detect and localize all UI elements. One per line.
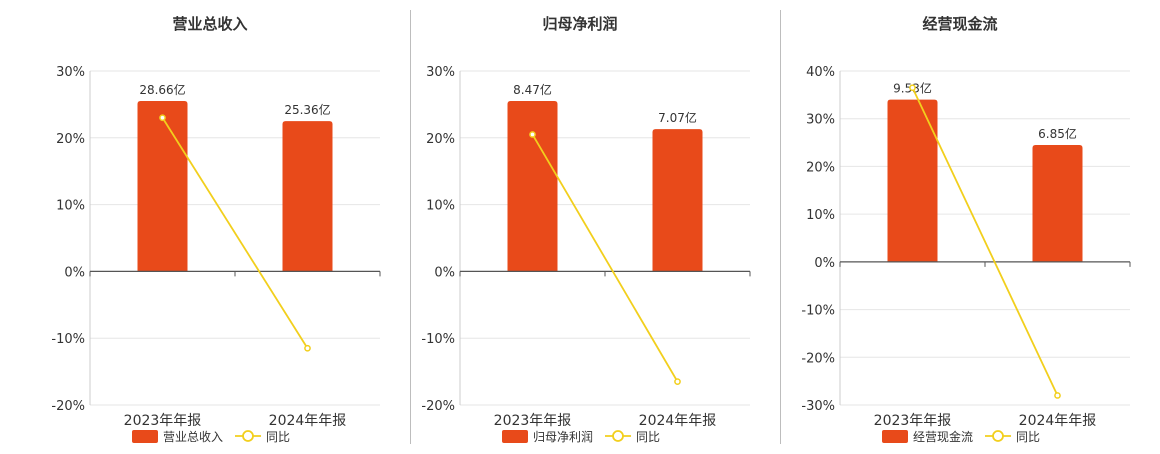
legend-line-label: 同比 (266, 430, 290, 444)
legend-bar-swatch (132, 430, 158, 443)
yoy-point (304, 344, 311, 352)
y-tick-label: 0% (64, 265, 85, 280)
bar (507, 101, 558, 272)
y-tick-label: -20% (421, 399, 455, 414)
legend-line-marker (612, 430, 624, 442)
yoy-line (911, 87, 1059, 396)
legend-bar-label: 营业总收入 (163, 430, 223, 444)
y-tick-label: 20% (806, 160, 835, 175)
chart-panel-2: 归母净利润 30% 20% 10% 0% -10% -20% 8.47亿 7.07亿 2023年年… (421, 15, 751, 444)
bar-value-label: 7.07亿 (658, 110, 697, 125)
legend-line-label: 同比 (1016, 430, 1040, 444)
y-tick-label: -10% (51, 332, 85, 347)
yoy-line (531, 134, 679, 383)
bar (137, 101, 188, 272)
y-tick-label: -10% (801, 304, 835, 319)
y-tick-label: 0% (434, 265, 455, 280)
panel-divider (780, 10, 781, 444)
y-tick-label: -10% (421, 332, 455, 347)
legend-bar-label: 归母净利润 (533, 430, 593, 444)
x-tick-label: 2023年年报 (874, 413, 952, 429)
yoy-point (529, 131, 536, 138)
legend-bar-label: 经营现金流 (913, 429, 973, 444)
chart-panel-1: 营业总收入 30% 20% 10% 0% -10% -20% 28.66亿 25.36亿 2023… (51, 15, 381, 444)
y-tick-label: 30% (426, 65, 455, 80)
yoy-point (674, 378, 681, 385)
y-tick-label: 20% (426, 132, 455, 147)
bar (652, 129, 703, 272)
y-tick-label: 10% (426, 199, 455, 214)
legend-line-label: 同比 (636, 430, 660, 444)
yoy-point (909, 84, 916, 92)
bar-value-label: 28.66亿 (139, 82, 185, 97)
y-tick-label: 30% (806, 113, 835, 128)
yoy-point (159, 114, 166, 122)
y-tick-label: -20% (801, 351, 835, 366)
yoy-point (1054, 392, 1061, 399)
y-tick-label: 10% (806, 208, 835, 223)
legend-bar-swatch (502, 430, 528, 443)
y-tick-label: 0% (814, 256, 835, 271)
chart-panel-3: 经营现金流40%30%20%10%0%-10%-20%-30%9.53亿6.85… (801, 15, 1131, 444)
y-tick-label: -20% (51, 399, 85, 414)
x-tick-label: 2024年年报 (1019, 413, 1097, 429)
panel-divider (410, 10, 411, 444)
bar (1032, 144, 1083, 262)
bar-value-label: 6.85亿 (1038, 126, 1077, 141)
bar (887, 99, 938, 262)
x-tick-label: 2024年年报 (639, 413, 717, 429)
yoy-line (161, 117, 309, 349)
y-tick-label: 30% (56, 65, 85, 80)
x-tick-label: 2023年年报 (494, 413, 572, 429)
y-tick-label: -30% (801, 399, 835, 414)
chart-title: 经营现金流 (922, 15, 997, 33)
y-tick-label: 40% (806, 65, 835, 80)
bar-value-label: 8.47亿 (513, 82, 552, 97)
x-tick-label: 2023年年报 (124, 413, 202, 429)
chart-title: 营业总收入 (172, 15, 247, 33)
legend-bar-swatch (882, 430, 908, 443)
y-tick-label: 20% (56, 132, 85, 147)
legend-line-marker (992, 430, 1004, 442)
y-tick-label: 10% (56, 199, 85, 214)
chart-title: 归母净利润 (542, 15, 617, 33)
x-tick-label: 2024年年报 (269, 413, 347, 429)
bar-value-label: 25.36亿 (284, 102, 330, 117)
legend-line-marker (242, 430, 254, 442)
bar (282, 121, 333, 272)
